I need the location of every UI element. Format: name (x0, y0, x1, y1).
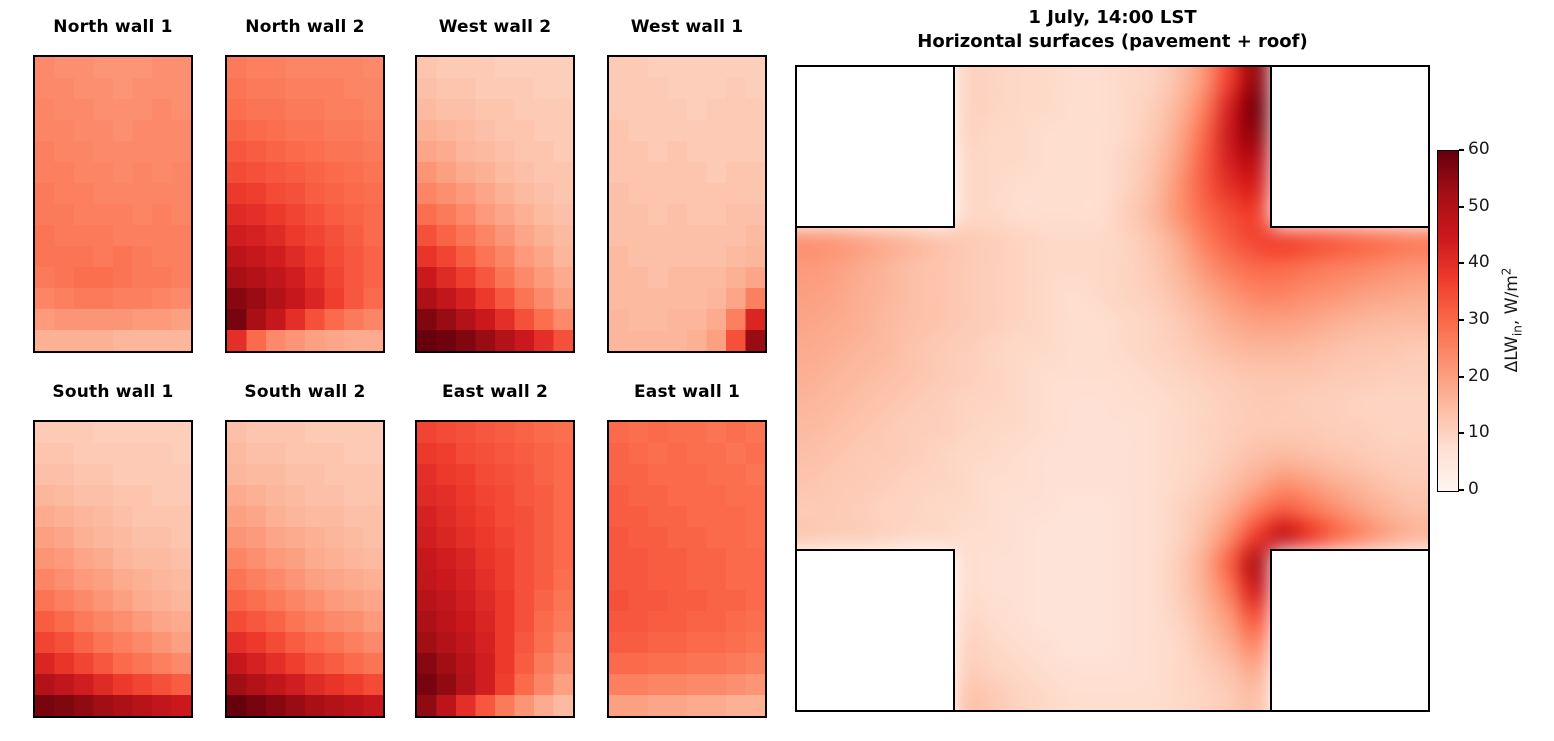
wall-title-east-wall-2: East wall 2 (441, 382, 549, 402)
wall-title-west-wall-2: West wall 2 (438, 17, 552, 37)
building-mask-bottom-left (797, 549, 955, 710)
colorbar-label-mid: , W/m (1502, 275, 1523, 326)
colorbar-label-sup: 2 (1499, 267, 1514, 276)
colorbar-label-sub: in (1510, 325, 1525, 337)
wall-title-south-wall-1: South wall 1 (52, 382, 174, 402)
colorbar-tick-label: 20 (1468, 365, 1490, 386)
wall-panel-west-wall-1 (607, 55, 767, 353)
wall-heatmap-canvas-west-wall-1 (607, 55, 767, 353)
wall-panel-south-wall-2 (225, 420, 385, 718)
main-panel-title: 1 July, 14:00 LST Horizontal surfaces (p… (795, 6, 1430, 54)
wall-title-south-wall-2: South wall 2 (244, 382, 366, 402)
wall-heatmap-canvas-east-wall-1 (607, 420, 767, 718)
colorbar-tick-label: 50 (1468, 195, 1490, 216)
wall-heatmap-canvas-north-wall-2 (225, 55, 385, 353)
wall-heatmap-canvas-west-wall-2 (415, 55, 575, 353)
colorbar-tick-label: 0 (1468, 479, 1479, 499)
wall-panel-west-wall-2 (415, 55, 575, 353)
colorbar-tick-mark (1459, 205, 1464, 208)
colorbar-tick-label: 60 (1468, 139, 1490, 159)
wall-title-east-wall-1: East wall 1 (633, 382, 741, 402)
wall-panel-east-wall-1 (607, 420, 767, 718)
building-mask-top-left (797, 67, 955, 228)
main-title-line2: Horizontal surfaces (pavement + roof) (917, 31, 1308, 52)
colorbar-tick-mark (1459, 262, 1464, 265)
colorbar-tick-mark (1459, 432, 1464, 435)
building-mask-bottom-right (1270, 549, 1428, 710)
wall-panel-north-wall-1 (33, 55, 193, 353)
building-mask-top-right (1270, 67, 1428, 228)
wall-title-north-wall-2: North wall 2 (245, 17, 365, 37)
colorbar-tick-mark (1459, 375, 1464, 378)
colorbar-label-main: ΔLW (1502, 336, 1523, 373)
colorbar-tick-label: 30 (1468, 309, 1490, 329)
wall-heatmap-canvas-north-wall-1 (33, 55, 193, 353)
colorbar-tick-label: 10 (1468, 422, 1490, 443)
wall-heatmap-canvas-south-wall-1 (33, 420, 193, 718)
wall-panel-east-wall-2 (415, 420, 575, 718)
colorbar-gradient (1437, 150, 1459, 492)
colorbar-tick-mark (1459, 489, 1464, 491)
wall-title-north-wall-1: North wall 1 (53, 17, 173, 37)
wall-title-west-wall-1: West wall 1 (630, 17, 744, 37)
colorbar-label: ΔLWin, W/m2 (1499, 268, 1524, 373)
colorbar-tick-label: 40 (1468, 252, 1490, 273)
main-title-line1: 1 July, 14:00 LST (1028, 7, 1197, 28)
colorbar-tick-mark (1459, 319, 1464, 321)
horizontal-surfaces-panel (795, 65, 1430, 712)
colorbar-tick-mark (1459, 149, 1464, 151)
wall-panel-north-wall-2 (225, 55, 385, 353)
wall-heatmap-canvas-east-wall-2 (415, 420, 575, 718)
wall-heatmap-canvas-south-wall-2 (225, 420, 385, 718)
wall-panel-south-wall-1 (33, 420, 193, 718)
